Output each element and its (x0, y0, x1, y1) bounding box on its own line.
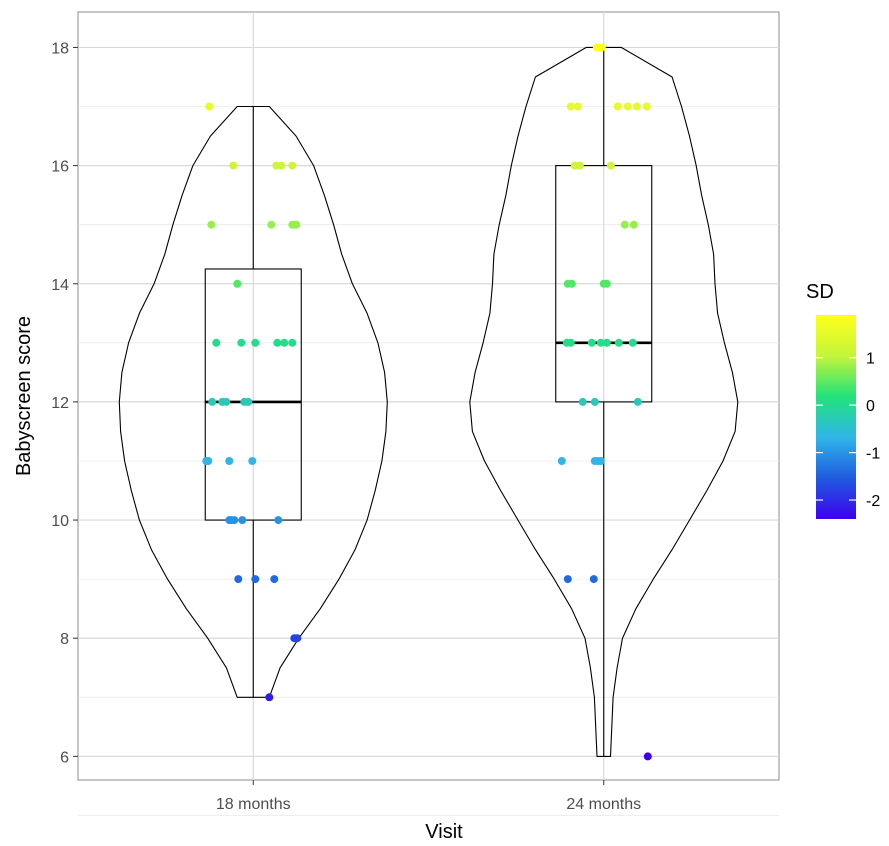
data-point (567, 279, 576, 288)
data-point (233, 279, 242, 288)
legend-tick-label: 1 (866, 351, 875, 368)
color-legend: SD 1 0 -1 -2 (806, 281, 880, 519)
data-point (274, 516, 283, 525)
data-point (240, 397, 249, 406)
data-point (614, 338, 623, 347)
legend-colorbar (816, 315, 856, 519)
data-point (277, 161, 286, 170)
data-point (251, 338, 260, 347)
data-point (566, 338, 575, 347)
data-point (248, 457, 257, 465)
gridlines (78, 12, 779, 816)
data-point (267, 220, 276, 229)
x-tick-label: 18 months (216, 796, 291, 813)
data-point (642, 102, 651, 111)
data-point (578, 397, 587, 406)
data-point (234, 575, 243, 584)
data-point (265, 693, 274, 702)
data-point (602, 338, 611, 347)
y-tick-label: 10 (51, 513, 69, 530)
legend-tick-label: -1 (866, 446, 880, 463)
y-tick-label: 6 (60, 749, 69, 766)
legend-tick-label: -2 (866, 493, 880, 510)
plot-panel (77, 11, 780, 781)
y-tick-label: 14 (51, 277, 69, 294)
legend-tick-label: 0 (866, 398, 875, 415)
data-point (237, 338, 246, 347)
data-point (623, 102, 632, 111)
data-point (230, 516, 239, 525)
y-tick-label: 12 (51, 395, 69, 412)
data-point (629, 220, 638, 229)
legend-title: SD (806, 281, 834, 303)
data-point (587, 338, 596, 347)
data-point (606, 161, 615, 170)
data-point (590, 397, 599, 406)
data-point (557, 457, 566, 465)
data-point (620, 220, 629, 229)
data-point (563, 575, 572, 584)
data-point (280, 338, 289, 347)
data-point (270, 575, 279, 584)
data-point (225, 457, 234, 465)
box-iqr (204, 268, 302, 521)
data-point (613, 102, 622, 111)
y-axis-title: Babyscreen score (13, 316, 35, 476)
data-point (589, 575, 598, 584)
data-point (633, 397, 642, 406)
x-tick-label: 24 months (566, 796, 641, 813)
violin-outline (118, 105, 388, 698)
data-point (597, 43, 606, 52)
data-point (208, 397, 217, 406)
violin-outline (469, 46, 739, 757)
data-point (288, 338, 297, 347)
y-tick-label: 16 (51, 159, 69, 176)
data-point (628, 338, 637, 347)
data-point (632, 102, 641, 111)
x-axis-title: Visit (425, 821, 463, 843)
data-point (238, 516, 247, 525)
y-axis-ticks: 6 8 10 12 14 16 18 (51, 40, 78, 766)
data-point (251, 575, 260, 584)
data-point (288, 161, 297, 170)
data-point (292, 220, 301, 229)
y-tick-label: 18 (51, 40, 69, 57)
data-point (573, 102, 582, 111)
data-point (293, 634, 302, 643)
data-point (222, 397, 231, 406)
y-tick-label: 8 (60, 631, 69, 648)
points-layer (202, 43, 652, 761)
data-point (212, 338, 221, 347)
data-point (207, 220, 216, 229)
data-point (596, 338, 605, 347)
violin-layer (118, 46, 739, 757)
data-point (575, 161, 584, 170)
data-point (602, 279, 611, 288)
data-point (273, 338, 282, 347)
data-point (205, 102, 214, 111)
data-point (643, 752, 652, 761)
box-iqr (555, 165, 653, 403)
legend-ticks: 1 0 -1 -2 (816, 351, 880, 510)
data-point (229, 161, 238, 170)
x-axis-ticks: 18 months 24 months (216, 780, 641, 813)
data-point (596, 457, 605, 465)
data-point (204, 457, 213, 465)
data-point (566, 102, 575, 111)
